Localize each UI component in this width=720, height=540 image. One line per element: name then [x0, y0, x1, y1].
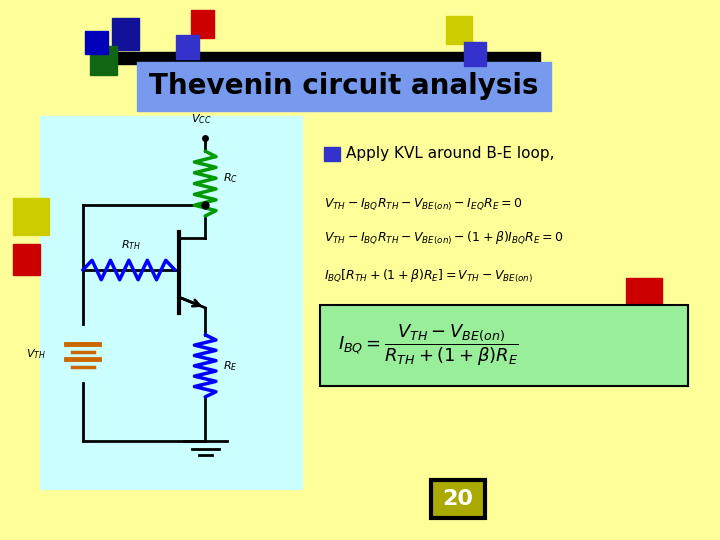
Bar	[431, 480, 485, 518]
Bar	[90, 46, 117, 75]
Text: $V_{TH}$: $V_{TH}$	[26, 347, 46, 361]
Text: Apply KVL around B-E loop,: Apply KVL around B-E loop,	[346, 146, 554, 161]
Bar	[320, 305, 688, 386]
Bar	[112, 18, 139, 50]
Bar	[112, 52, 540, 64]
Bar	[464, 42, 486, 66]
Bar	[191, 10, 214, 38]
Bar	[176, 35, 199, 59]
Bar	[320, 305, 688, 386]
Bar	[137, 62, 551, 111]
Text: $V_{TH} - I_{BQ}R_{TH} - V_{BE(on)} - I_{EQ}R_E = 0$: $V_{TH} - I_{BQ}R_{TH} - V_{BE(on)} - I_…	[324, 196, 523, 212]
Text: $I_{BQ} = \dfrac{V_{TH} - V_{BE(on)}}{R_{TH} + (1+\beta)R_E}$: $I_{BQ} = \dfrac{V_{TH} - V_{BE(on)}}{R_…	[338, 323, 519, 368]
Bar	[13, 244, 40, 275]
Bar	[85, 31, 108, 54]
Text: $R_E$: $R_E$	[223, 359, 238, 373]
Text: Thevenin circuit analysis: Thevenin circuit analysis	[149, 72, 539, 100]
Text: $I_{BQ}[R_{TH} + (1+\beta)R_E] = V_{TH} - V_{BE(on)}$: $I_{BQ}[R_{TH} + (1+\beta)R_E] = V_{TH} …	[324, 267, 534, 284]
Bar	[431, 480, 485, 518]
Bar	[446, 16, 472, 44]
Bar	[648, 312, 683, 343]
Bar	[324, 147, 340, 161]
Text: $V_{CC}$: $V_{CC}$	[192, 112, 212, 126]
Text: $V_{TH} - I_{BQ}R_{TH} - V_{BE(on)} - (1+\beta)I_{BQ}R_E = 0$: $V_{TH} - I_{BQ}R_{TH} - V_{BE(on)} - (1…	[324, 230, 564, 246]
Bar	[626, 278, 662, 313]
Bar	[13, 198, 49, 235]
Bar	[40, 116, 302, 489]
Text: 20: 20	[442, 489, 473, 509]
Text: $R_{TH}$: $R_{TH}$	[121, 238, 140, 252]
Text: $R_C$: $R_C$	[223, 171, 238, 185]
